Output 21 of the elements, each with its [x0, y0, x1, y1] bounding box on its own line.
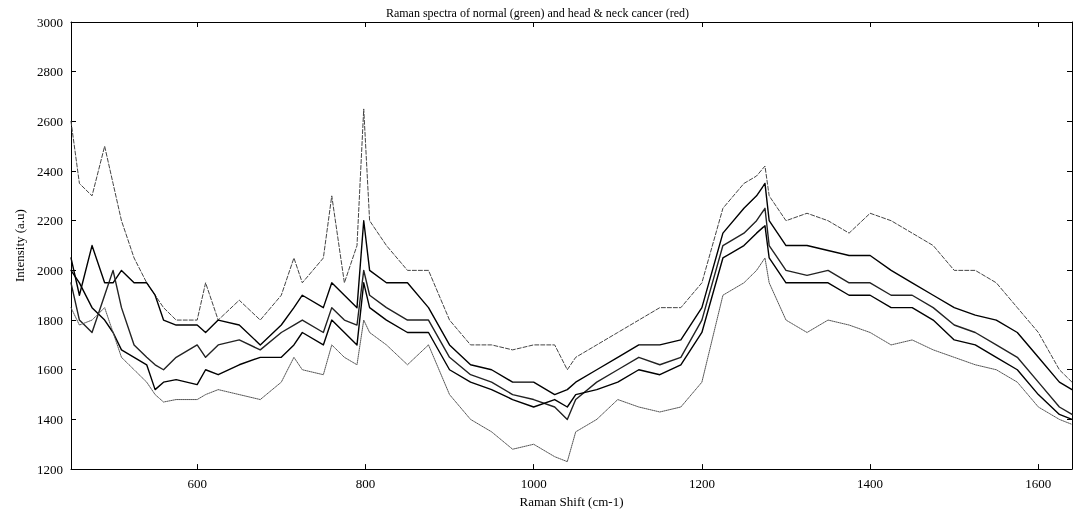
- x-tick-label: 1200: [688, 476, 715, 492]
- y-tick-label: 2200: [37, 213, 63, 229]
- x-tick-label: 1000: [520, 476, 547, 492]
- y-axis-title: Intensity (a.u): [12, 209, 28, 283]
- chart-title: Raman spectra of normal (green) and head & neck cancer (red): [385, 6, 690, 20]
- y-tick-label: 1200: [37, 461, 63, 477]
- x-tick-label: 1600: [1025, 476, 1052, 492]
- y-tick-label: 1600: [37, 362, 63, 378]
- y-tick-label: 1400: [37, 411, 63, 427]
- x-tick-label: 1400: [857, 476, 884, 492]
- y-tick-label: 1800: [37, 312, 63, 328]
- y-tick-label: 3000: [37, 14, 63, 30]
- line-series: [70, 257, 1073, 463]
- x-tick-label: 600: [187, 476, 207, 492]
- y-tick-label: 2800: [37, 64, 63, 80]
- y-tick-label: 2000: [37, 262, 63, 278]
- x-tick-label: 800: [355, 476, 376, 492]
- line-series: [70, 108, 1073, 383]
- y-tick-label: 2600: [37, 113, 63, 129]
- x-axis-title: Raman Shift (cm-1): [519, 494, 624, 509]
- y-tick-label: 2400: [37, 163, 63, 179]
